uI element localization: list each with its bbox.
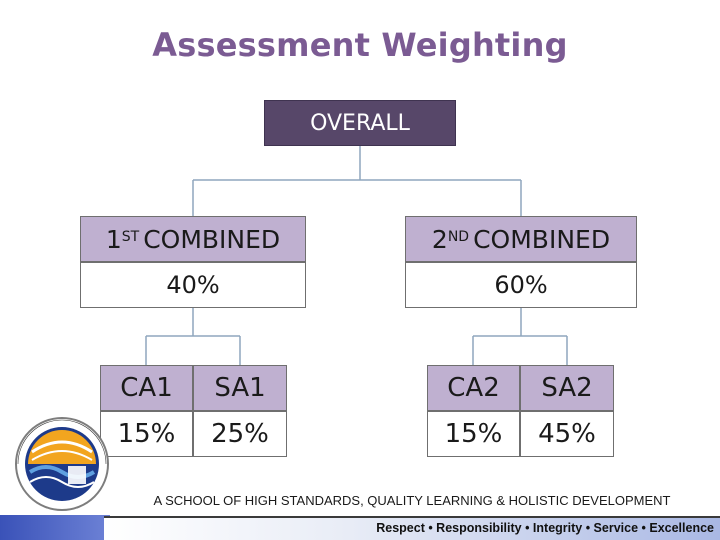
page-title: Assessment Weighting [152,26,568,64]
second-combined-suffix: ND [447,229,470,245]
first-combined-weight: 40% [80,262,306,308]
second-combined-ordinal: 2 [431,224,448,254]
first-combined-suffix: ST [121,229,140,245]
second-combined-weight: 60% [405,262,637,308]
first-combined-ordinal: 1 [105,224,122,254]
school-motto: A SCHOOL OF HIGH STANDARDS, QUALITY LEAR… [153,493,671,508]
sa1-label: SA1 [193,365,287,411]
connector-overall-to-combined [192,146,522,216]
second-combined-header: 2 ND COMBINED [405,216,637,262]
overall-box: OVERALL [264,100,456,146]
first-combined-label: COMBINED [143,224,281,254]
ca1-weight: 15% [100,411,193,457]
ca2-label: CA2 [427,365,520,411]
second-combined-label: COMBINED [473,224,611,254]
school-crest-logo [15,417,109,511]
ca1-label: CA1 [100,365,193,411]
school-values: Respect • Responsibility • Integrity • S… [376,521,714,535]
footer-stripe [0,515,110,540]
sa2-label: SA2 [520,365,614,411]
connector-first-combined-to-components [145,308,241,365]
ca2-weight: 15% [427,411,520,457]
connector-second-combined-to-components [472,308,568,365]
values-bar: Respect • Responsibility • Integrity • S… [104,516,720,540]
sa1-weight: 25% [193,411,287,457]
first-combined-header: 1 ST COMBINED [80,216,306,262]
sa2-weight: 45% [520,411,614,457]
